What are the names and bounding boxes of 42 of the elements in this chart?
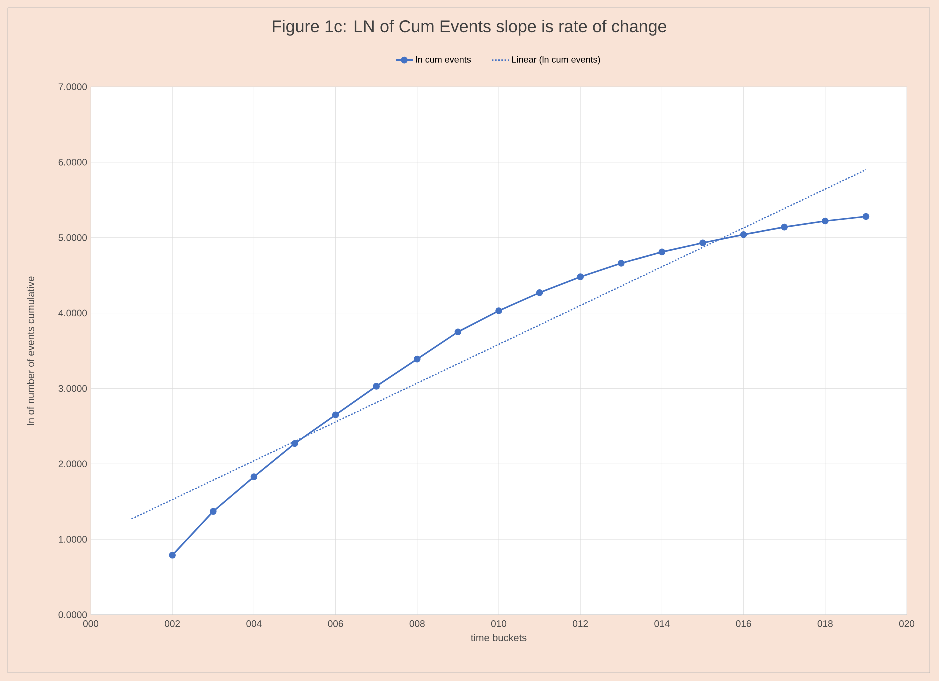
point: [373, 383, 380, 390]
point: [822, 218, 829, 225]
y-tick-label: 1.0000: [59, 536, 88, 543]
x-axis-title: time buckets: [471, 634, 527, 642]
y-tick-label: 0.0000: [58, 612, 88, 618]
point: [496, 308, 502, 314]
x-tick-label: 000: [83, 620, 99, 628]
legend-label: ln cum events: [416, 56, 472, 63]
y-tick-label: 4.0000: [58, 310, 88, 317]
x-tick-label: 018: [818, 620, 833, 628]
point: [862, 213, 870, 220]
point: [577, 274, 584, 280]
point: [618, 260, 625, 267]
x-tick-label: 014: [654, 620, 670, 628]
point: [250, 474, 258, 480]
legend-label: Linear (ln cum events): [512, 56, 600, 65]
x-tick-label: 004: [246, 620, 262, 628]
x-tick-label: 002: [165, 620, 180, 628]
point: [210, 508, 217, 516]
y-tick-label: 5.0000: [58, 234, 88, 242]
point: [292, 440, 298, 448]
point: [536, 290, 544, 296]
point: [169, 552, 176, 559]
point: [454, 328, 462, 336]
y-tick-label: 2.0000: [58, 460, 88, 468]
point: [332, 412, 340, 419]
point: [658, 248, 666, 256]
x-tick-label: 016: [736, 620, 752, 628]
point: [700, 240, 706, 247]
y-tick-label: 3.0000: [58, 385, 88, 392]
y-axis-title: ln of number of events cumulative: [27, 276, 34, 426]
y-tick-label: 7.0000: [58, 84, 88, 90]
x-tick-label: 006: [328, 620, 344, 628]
x-tick-label: 020: [899, 620, 915, 628]
x-tick-label: 012: [573, 620, 588, 628]
x-tick-label: 008: [410, 620, 425, 628]
point: [414, 356, 421, 363]
point: [740, 231, 748, 238]
y-tick-label: 6.0000: [58, 159, 88, 166]
x-tick-label: 010: [491, 620, 507, 628]
chart-title: Figure 1c: LN of Cum Events slope is rate of change: [273, 20, 666, 36]
point: [781, 224, 788, 231]
